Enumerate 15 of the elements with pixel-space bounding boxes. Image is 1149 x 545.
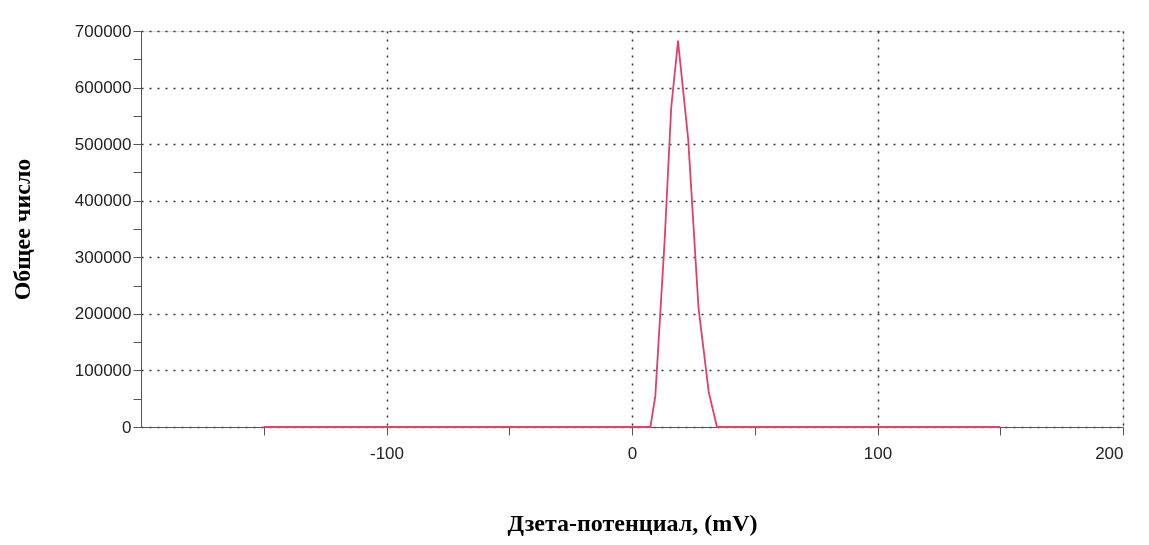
x-tick-label: -100 bbox=[369, 443, 405, 463]
x-tick-label: 200 bbox=[1095, 443, 1124, 463]
y-tick-label: 400000 bbox=[74, 191, 132, 211]
y-tick-label: 700000 bbox=[74, 21, 132, 41]
x-axis-title: Дзета-потенциал, (mV) bbox=[507, 509, 758, 536]
y-axis-title: Общее число bbox=[8, 158, 35, 301]
y-tick-label: 200000 bbox=[74, 304, 132, 324]
y-tick-label: 500000 bbox=[74, 134, 132, 154]
line-series bbox=[262, 40, 1002, 428]
y-tick-label: 300000 bbox=[74, 247, 132, 267]
x-tick-label: 0 bbox=[627, 443, 638, 463]
y-tick-label: 0 bbox=[122, 417, 132, 437]
x-tick-label: 100 bbox=[863, 443, 893, 463]
y-tick-label: 100000 bbox=[74, 360, 132, 380]
y-tick-label: 600000 bbox=[74, 78, 132, 98]
